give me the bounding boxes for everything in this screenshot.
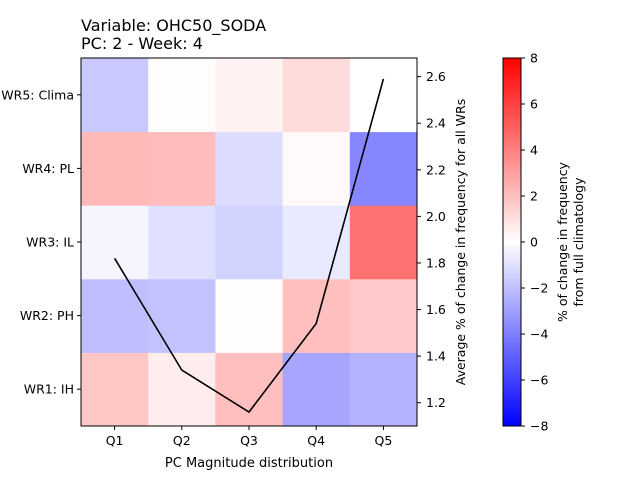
- heatmap-cell: [81, 131, 149, 206]
- right-tick-label: 1.4: [426, 349, 446, 364]
- heatmap-cell: [215, 278, 284, 353]
- heatmap-cell: [148, 58, 216, 133]
- heatmap-cells: [81, 58, 418, 427]
- heatmap-cell: [282, 131, 351, 206]
- plot-frame: [80, 57, 418, 427]
- colorbar-tick-label: −4: [530, 327, 548, 342]
- heatmap-cell: [81, 278, 149, 353]
- colorbar-tick-label: 2: [530, 189, 538, 204]
- heatmap-cell: [282, 58, 351, 133]
- y-tick-label: WR2: PH: [20, 308, 74, 323]
- y-tick-label: WR5: Clima: [1, 87, 74, 102]
- heatmap-cell: [282, 352, 351, 427]
- x-tick-label: Q2: [173, 433, 191, 448]
- right-tick-label: 2.6: [426, 69, 446, 84]
- colorbar-tick-label: 0: [530, 235, 538, 250]
- x-axis-label: PC Magnitude distribution: [165, 456, 333, 471]
- colorbar-label-line1: % of change in frequency: [555, 161, 570, 322]
- line-layer: [113, 78, 385, 414]
- right-tick-label: 1.2: [426, 395, 446, 410]
- x-tick-label: Q1: [106, 433, 124, 448]
- right-axis-ticks: 1.2 1.4 1.6 1.8 2.0 2.2 2.4 2.6: [417, 69, 446, 410]
- colorbar-tick-label: 6: [530, 97, 538, 112]
- right-tick-label: 2.2: [426, 162, 446, 177]
- heatmap-cell: [148, 352, 216, 427]
- heatmap-cell: [349, 131, 418, 206]
- y-tick-labels: WR1: IH WR2: PH WR3: IL WR4: PL WR5: Clima: [1, 87, 81, 397]
- x-tick-labels: Q1 Q2 Q3 Q4 Q5: [106, 426, 393, 448]
- chart-title-line1: Variable: OHC50_SODA: [81, 16, 266, 36]
- heatmap-cell: [349, 278, 418, 353]
- x-tick-label: Q5: [375, 433, 393, 448]
- heatmap-cell: [81, 205, 149, 280]
- heatmap-cell: [81, 58, 149, 133]
- y-tick-label: WR4: PL: [22, 161, 74, 176]
- colorbar-ticks: 8 6 4 2 0 −2 −4 −6 −8: [521, 51, 548, 434]
- heatmap-cell: [215, 352, 284, 427]
- chart-title-line2: PC: 2 - Week: 4: [81, 34, 203, 53]
- heatmap-cell: [349, 58, 418, 133]
- heatmap-cell: [148, 278, 216, 353]
- heatmap-cell: [349, 352, 418, 427]
- heatmap-cell: [81, 352, 149, 427]
- average-change-line: [113, 78, 385, 414]
- colorbar: [502, 57, 522, 427]
- colorbar-tick-label: −2: [530, 281, 548, 296]
- x-tick-label: Q4: [307, 433, 325, 448]
- heatmap-cell: [148, 131, 216, 206]
- colorbar-tick-label: 4: [530, 143, 538, 158]
- y-tick-label: WR3: IL: [26, 235, 74, 250]
- heatmap-cell: [215, 131, 284, 206]
- right-axis-label: Average % of change in frequency for all…: [453, 99, 468, 386]
- heatmap-cell: [282, 205, 351, 280]
- right-tick-label: 1.6: [426, 302, 446, 317]
- heatmap-cell: [282, 278, 351, 353]
- x-tick-label: Q3: [240, 433, 258, 448]
- heatmap-cell: [215, 58, 284, 133]
- colorbar-tick-label: −6: [530, 373, 548, 388]
- heatmap-cell: [148, 205, 216, 280]
- right-tick-label: 2.0: [426, 209, 446, 224]
- colorbar-tick-label: 8: [530, 51, 538, 66]
- right-tick-label: 2.4: [426, 116, 446, 131]
- right-tick-label: 1.8: [426, 255, 446, 270]
- colorbar-label-line2: from full climatology: [571, 177, 586, 307]
- colorbar-tick-label: −8: [530, 419, 548, 434]
- heatmap-cell: [349, 205, 418, 280]
- heatmap-cell: [215, 205, 284, 280]
- y-tick-label: WR1: IH: [24, 382, 74, 397]
